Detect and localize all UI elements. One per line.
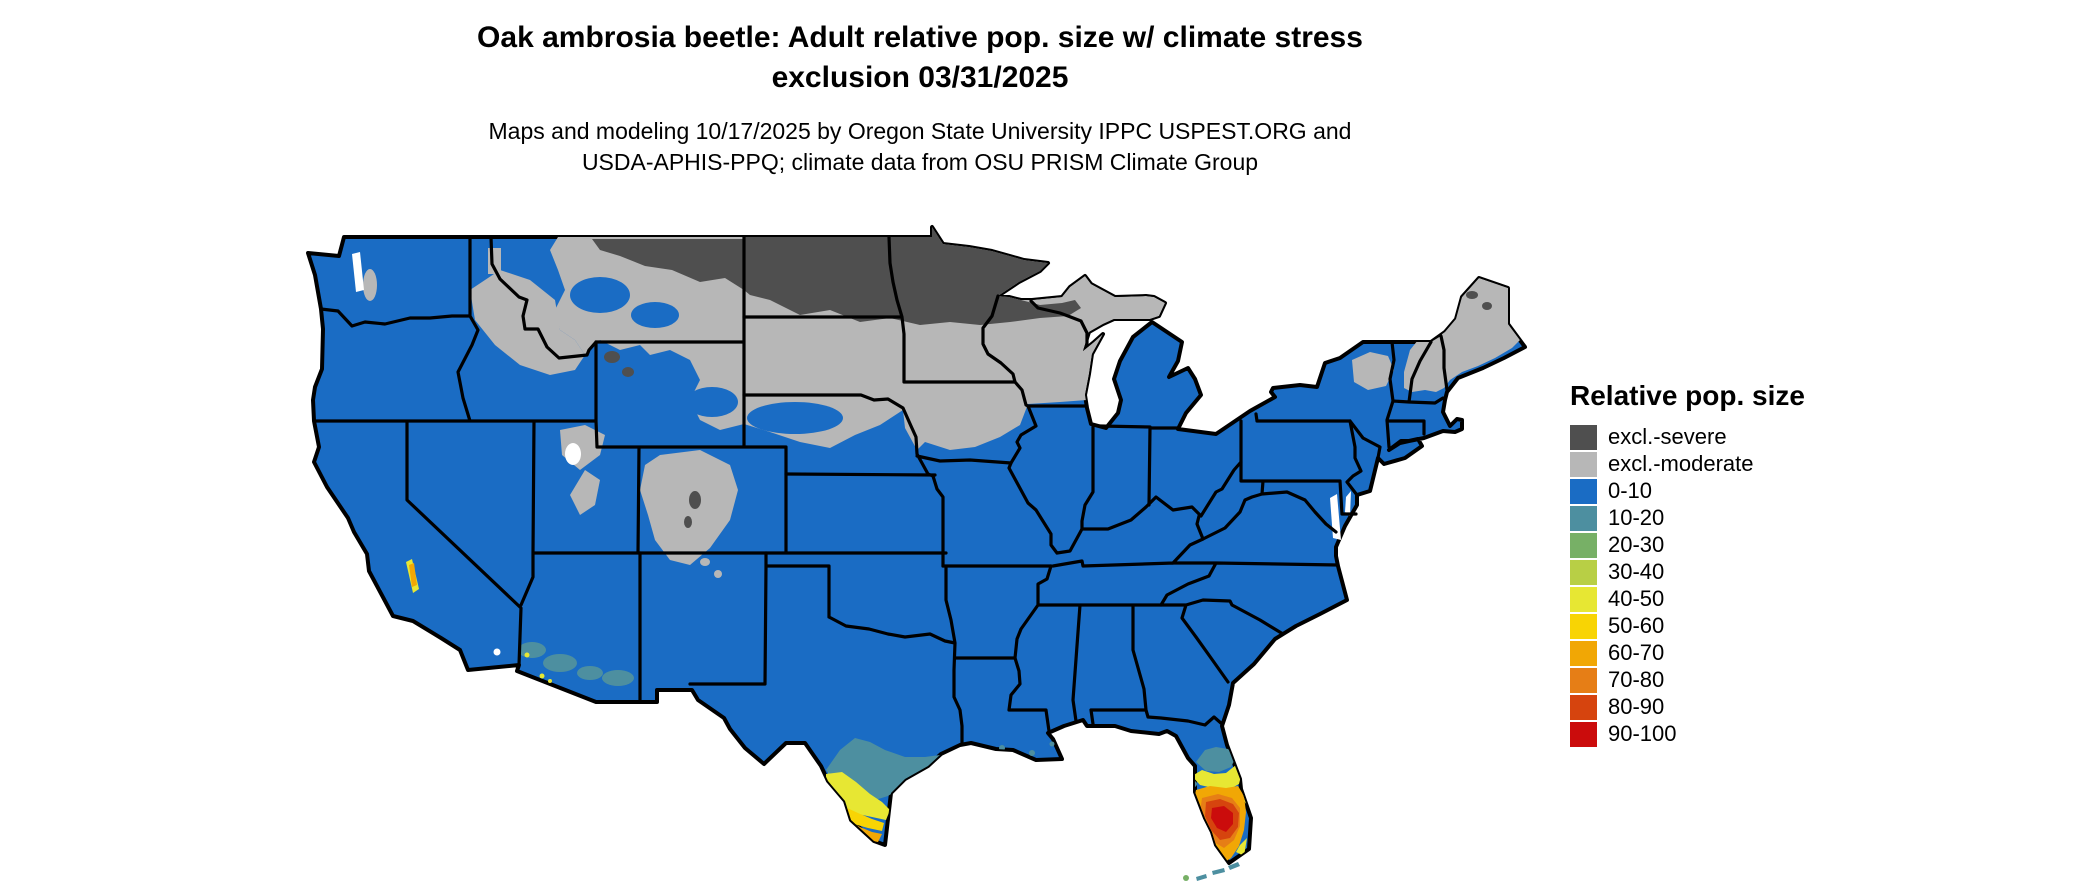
legend-item: 90-100 [1570, 721, 1900, 747]
map-subtitle-line1: Maps and modeling 10/17/2025 by Oregon S… [488, 118, 1352, 144]
legend-swatch [1570, 694, 1597, 720]
region-maine-severe-speck2 [1482, 302, 1492, 310]
map-subtitle-line2: USDA-APHIS-PPQ; climate data from OSU PR… [581, 149, 1259, 175]
legend-item: 0-10 [1570, 478, 1900, 504]
region-yellowstone-severe [604, 351, 620, 363]
region-cascades-moderate [363, 269, 377, 301]
legend-item-label: 10-20 [1608, 505, 1665, 530]
legend-item: 40-50 [1570, 586, 1900, 612]
legend-swatch [1570, 424, 1597, 450]
florida-keys [1183, 862, 1240, 881]
map-title: Oak ambrosia beetle: Adult relative pop.… [0, 18, 1840, 98]
map-title-line1: Oak ambrosia beetle: Adult relative pop.… [477, 21, 1363, 54]
legend-swatch [1570, 721, 1597, 747]
legend-item-label: 50-60 [1608, 613, 1665, 638]
legend-item: 60-70 [1570, 640, 1900, 666]
legend-swatch [1570, 613, 1597, 639]
legend-item: 80-90 [1570, 694, 1900, 720]
legend-swatch [1570, 532, 1597, 558]
legend-item-label: 70-80 [1608, 667, 1665, 692]
region-montana-hiline-severe [592, 239, 744, 290]
region-co-severe-speck [689, 491, 701, 509]
region-co-severe-speck2 [684, 516, 692, 528]
legend-swatch [1570, 667, 1597, 693]
legend-swatch [1570, 559, 1597, 585]
legend-item-label: 30-40 [1608, 559, 1665, 584]
map-title-line2: exclusion 03/31/2025 [771, 61, 1069, 94]
legend-item-label: excl.-moderate [1608, 451, 1754, 476]
region-colorado-rockies-moderate [640, 450, 738, 565]
legend-item-label: 40-50 [1608, 586, 1665, 611]
salton-sea [493, 648, 501, 656]
climate-overlays [363, 227, 1520, 863]
legend-item-label: 90-100 [1608, 721, 1677, 746]
legend-swatch [1570, 478, 1597, 504]
legend-item: 70-80 [1570, 667, 1900, 693]
legend-item-label: 60-70 [1608, 640, 1665, 665]
legend-swatch [1570, 505, 1597, 531]
region-nd-mn-severe [744, 227, 1081, 325]
great-salt-lake [565, 443, 581, 465]
legend-item: 20-30 [1570, 532, 1900, 558]
region-nm-speck2-moderate [714, 570, 722, 578]
delaware-bay [1345, 491, 1351, 516]
legend-item: excl.-moderate [1570, 451, 1900, 477]
legend-item: 30-40 [1570, 559, 1900, 585]
legend-item: 50-60 [1570, 613, 1900, 639]
legend-item-label: 20-30 [1608, 532, 1665, 557]
legend-title: Relative pop. size [1570, 380, 1805, 411]
legend-swatch [1570, 640, 1597, 666]
region-adirondacks-moderate [1352, 352, 1394, 390]
legend-item-label: excl.-severe [1608, 424, 1727, 449]
legend-swatch [1570, 586, 1597, 612]
region-utah-plateau-moderate [570, 470, 600, 515]
blue-basins [570, 277, 843, 434]
region-nm-speck-moderate [700, 558, 710, 566]
legend-item-label: 80-90 [1608, 694, 1665, 719]
legend: Relative pop. size excl.-severe excl.-mo… [1570, 380, 1900, 748]
legend-item: 10-20 [1570, 505, 1900, 531]
legend-item: excl.-severe [1570, 424, 1900, 450]
map-subtitle: Maps and modeling 10/17/2025 by Oregon S… [0, 116, 1840, 178]
region-idaho-rockies-moderate [470, 270, 585, 375]
region-maine-severe-speck [1466, 291, 1478, 299]
legend-item-label: 0-10 [1608, 478, 1653, 503]
legend-items: excl.-severe excl.-moderate 0-10 10-20 2… [1570, 424, 1900, 747]
region-wy-severe-speck [622, 367, 634, 377]
warm-regions-southwest [406, 559, 634, 686]
puget-sound [352, 252, 364, 292]
legend-swatch [1570, 451, 1597, 477]
state-borders [312, 235, 1449, 745]
